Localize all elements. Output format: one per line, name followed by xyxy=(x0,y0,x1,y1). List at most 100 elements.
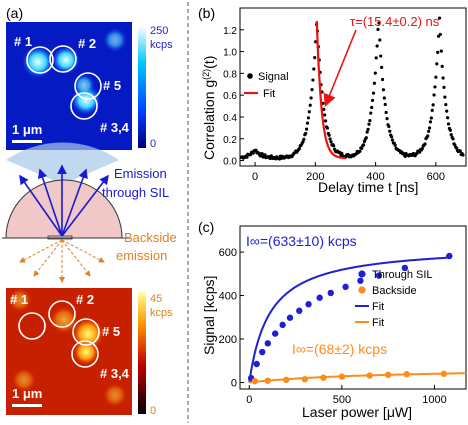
signal-point xyxy=(297,146,301,151)
signal-point xyxy=(368,119,372,123)
spot-circle-2-b xyxy=(48,300,76,328)
y-tick-label-c: 200 xyxy=(219,334,237,346)
signal-point xyxy=(373,71,377,75)
panel-b-label: (b) xyxy=(198,5,215,21)
backside-line2: emission xyxy=(116,248,167,263)
sil-point xyxy=(271,330,279,337)
emission-cone xyxy=(6,142,119,184)
y-tick-label-b: 0.4 xyxy=(223,113,237,124)
signal-point xyxy=(329,140,333,144)
signal-point xyxy=(365,130,369,134)
signal-point xyxy=(380,77,385,82)
signal-point xyxy=(461,153,465,157)
sil-point xyxy=(401,264,409,272)
y-tick-label-b: 1.2 xyxy=(223,26,237,37)
signal-point xyxy=(423,142,427,146)
backside-point xyxy=(366,372,373,379)
fit-curve-b xyxy=(315,21,346,160)
legend-fit: Fit xyxy=(263,88,275,100)
signal-point xyxy=(302,137,306,141)
signal-point xyxy=(445,109,449,113)
panel-c-label: (c) xyxy=(198,219,214,235)
signal-point xyxy=(385,116,389,121)
signal-point xyxy=(426,134,430,138)
signal-point xyxy=(313,56,317,60)
signal-point xyxy=(449,133,453,137)
spot-label-1: # 1 xyxy=(14,34,32,49)
signal-point xyxy=(327,133,331,137)
x-tick-label-b: 600 xyxy=(427,171,445,183)
legend-sil-marker xyxy=(358,270,366,278)
signal-point xyxy=(245,155,249,159)
chart-b-xlabel: Delay time t [ns] xyxy=(318,179,418,195)
legend-fit-blue: Fit xyxy=(372,301,384,313)
spot-label-34-b: # 3,4 xyxy=(100,366,130,381)
signal-point xyxy=(382,96,386,100)
sil-point xyxy=(259,348,266,356)
colorbar-bottom xyxy=(138,292,146,414)
chart-b-ylabel: Correlation g(2)(t) xyxy=(201,56,217,160)
signal-point xyxy=(438,32,442,37)
backside-point xyxy=(320,374,327,381)
signal-point xyxy=(370,105,374,110)
x-tick-label-c: 0 xyxy=(246,394,252,406)
y-tick-label-b: 0.0 xyxy=(223,157,237,168)
signal-point xyxy=(458,149,462,153)
sil-point xyxy=(286,314,294,321)
signal-point xyxy=(304,131,308,136)
signal-point xyxy=(440,64,444,68)
signal-point xyxy=(387,124,391,129)
isat-backside-annotation: I∞=(68±2) kcps xyxy=(292,341,387,357)
spot-circle-34 xyxy=(70,92,98,120)
backside-point xyxy=(264,377,271,384)
sil-point xyxy=(375,272,383,279)
y-tick-label-c: 600 xyxy=(219,247,237,259)
spot-circle-34-b xyxy=(71,340,99,368)
sil-sketch: Emission through SIL Backside emission xyxy=(2,142,177,283)
signal-point xyxy=(301,140,305,144)
backside-point xyxy=(251,377,259,385)
signal-point xyxy=(427,129,431,133)
signal-point xyxy=(260,152,264,156)
backside-point xyxy=(338,373,346,380)
signal-point xyxy=(455,146,459,150)
colorbar-bottom-unit: kcps xyxy=(150,307,173,319)
sil-point xyxy=(316,294,323,301)
legend-backside: Backside xyxy=(372,285,417,297)
signal-point xyxy=(358,149,362,153)
spot-label-5-b: # 5 xyxy=(102,324,120,339)
signal-point xyxy=(383,102,387,107)
signal-point xyxy=(388,129,392,133)
signal-point xyxy=(446,122,451,126)
signal-point xyxy=(432,93,436,97)
emission-sil-line2: through SIL xyxy=(102,185,169,200)
signal-point xyxy=(263,153,267,157)
top-map: # 1 # 2 # 5 # 3,4 1 μm 250 kcps 0 xyxy=(6,22,173,150)
spot-circle-2 xyxy=(49,45,77,73)
emission-sil-line1: Emission xyxy=(114,166,167,181)
chart-c-xlabel: Laser power [μW] xyxy=(302,404,412,420)
signal-point xyxy=(311,78,315,82)
colorbar-top xyxy=(138,26,146,148)
signal-point xyxy=(430,108,434,112)
x-tick-label-c: 500 xyxy=(333,394,351,406)
spot-circle-5-b xyxy=(72,318,100,346)
colorbar-top-min: 0 xyxy=(150,138,156,150)
signal-point xyxy=(393,143,397,147)
signal-point xyxy=(437,16,442,20)
signal-point xyxy=(429,116,433,120)
signal-point xyxy=(436,50,440,54)
signal-point xyxy=(323,119,328,123)
legend-backside-marker xyxy=(358,286,366,294)
signal-point xyxy=(433,85,437,89)
chart-c-ylabel: Signal [kcps] xyxy=(201,276,217,355)
y-tick-label-c: 0 xyxy=(231,377,237,389)
signal-point xyxy=(340,151,344,156)
signal-point xyxy=(444,102,448,107)
x-tick-label-b: 400 xyxy=(366,171,384,183)
sil-point xyxy=(296,307,303,314)
spot-label-5: # 5 xyxy=(103,78,121,93)
tau-annotation: τ=(15.4±0.2) ns xyxy=(350,14,440,29)
